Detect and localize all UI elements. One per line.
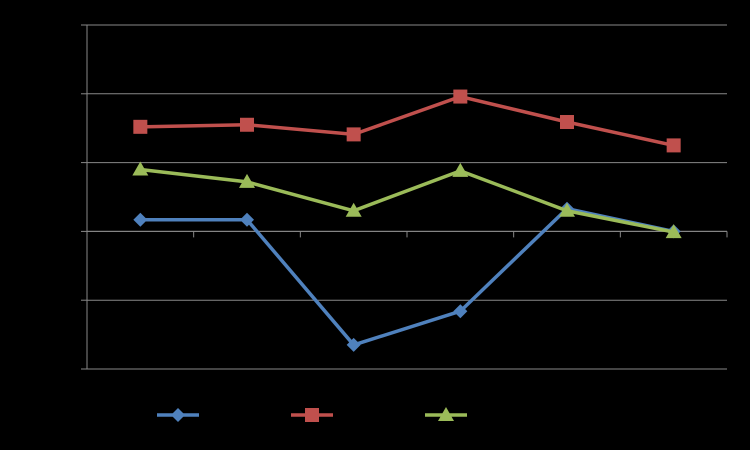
marker — [453, 89, 468, 104]
marker — [665, 224, 682, 239]
legend-marker — [305, 408, 319, 422]
marker — [133, 119, 148, 134]
marker — [346, 337, 361, 352]
marker — [452, 162, 469, 177]
legend-marker — [171, 408, 185, 422]
series-line — [140, 94, 675, 148]
y-tick-label: 1 — [72, 155, 79, 169]
series-line — [140, 167, 675, 234]
legend-marker — [438, 407, 454, 421]
marker — [559, 202, 575, 217]
marker — [666, 138, 681, 153]
marker — [240, 117, 254, 132]
marker — [240, 212, 254, 227]
y-tick-label: 3 — [72, 17, 79, 31]
marker — [132, 161, 149, 176]
marker — [453, 304, 468, 319]
y-tick-label: 2 — [72, 86, 79, 100]
y-tick-label: 0 — [72, 224, 79, 238]
marker — [560, 115, 574, 130]
marker — [133, 212, 148, 227]
marker — [345, 202, 362, 217]
marker — [346, 127, 361, 142]
marker — [239, 173, 255, 188]
y-tick-label: -1 — [68, 292, 79, 306]
y-tick-label: -2 — [68, 361, 79, 375]
series-line — [140, 206, 675, 347]
